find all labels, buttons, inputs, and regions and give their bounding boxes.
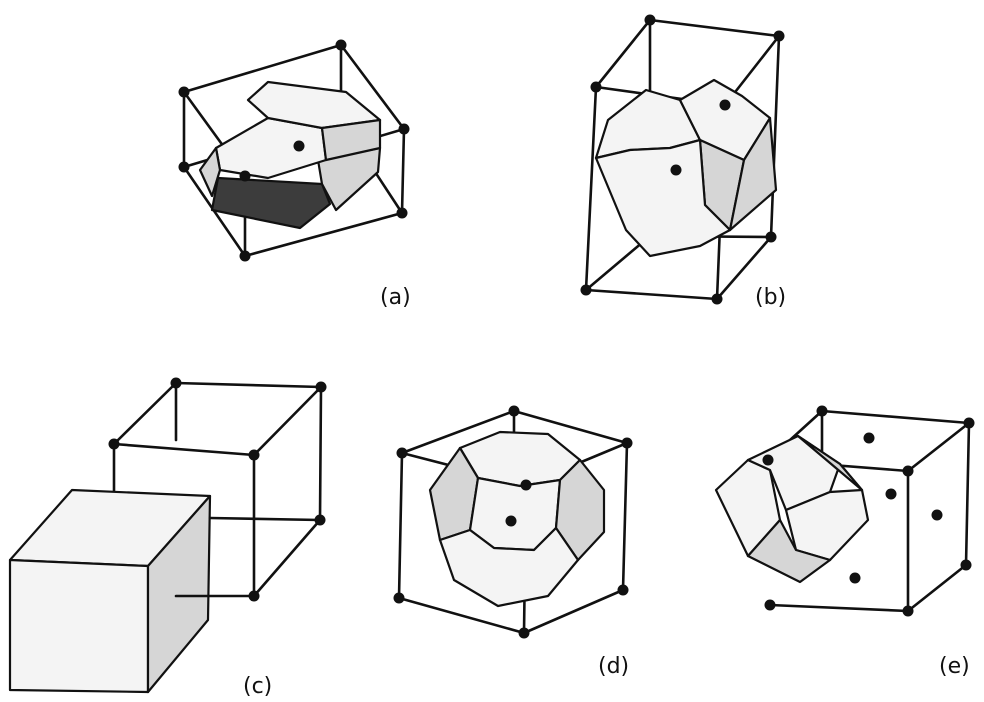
face-center-point	[849, 572, 861, 584]
lattice-point	[644, 14, 656, 26]
lattice-point	[178, 86, 190, 98]
panel-d	[393, 405, 633, 639]
lattice-point	[902, 605, 914, 617]
panel-label-b: (b)	[755, 285, 787, 310]
lattice-point	[762, 454, 774, 466]
lattice-point	[505, 515, 517, 527]
lattice-point	[719, 99, 731, 111]
panel-label-e: (e)	[939, 654, 970, 679]
lattice-point	[580, 284, 592, 296]
lattice-point	[248, 449, 260, 461]
panel-c-cube	[8, 488, 212, 694]
panel-d-atoms	[393, 405, 633, 639]
lattice-point	[393, 592, 405, 604]
panel-e-polyhedron	[714, 434, 870, 584]
lattice-point	[108, 438, 120, 450]
lattice-point	[816, 405, 828, 417]
lattice-point	[773, 30, 785, 42]
lattice-point	[902, 465, 914, 477]
lattice-point	[508, 405, 520, 417]
lattice-point	[398, 123, 410, 135]
lattice-point	[396, 207, 408, 219]
panel-label-c: (c)	[243, 674, 273, 699]
lattice-point	[315, 381, 327, 393]
panel-e-atoms	[762, 405, 975, 617]
lattice-point	[314, 514, 326, 526]
lattice-point	[248, 590, 260, 602]
lattice-point	[293, 140, 305, 152]
lattice-point	[239, 250, 251, 262]
lattice-point	[170, 377, 182, 389]
lattice-point	[960, 559, 972, 571]
lattice-point	[178, 161, 190, 173]
lattice-point	[765, 231, 777, 243]
lattice-point	[617, 584, 629, 596]
panel-b	[580, 14, 785, 305]
panel-b-polyhedron	[594, 78, 778, 258]
face-center-point	[863, 432, 875, 444]
lattice-point	[518, 627, 530, 639]
lattice-point	[239, 170, 251, 182]
panel-c	[8, 377, 327, 694]
lattice-point	[335, 39, 347, 51]
panel-b-atoms	[580, 14, 785, 305]
lattice-point	[711, 293, 723, 305]
panel-label-d: (d)	[598, 654, 630, 679]
face-center-point	[885, 488, 897, 500]
lattice-point	[621, 437, 633, 449]
lattice-point	[963, 417, 975, 429]
panel-c-atoms	[108, 377, 327, 602]
lattice-point	[520, 479, 532, 491]
panel-c-lattice-front	[174, 516, 322, 598]
panel-a	[178, 39, 410, 262]
panel-label-a: (a)	[380, 285, 411, 310]
panel-d-polyhedron	[428, 430, 606, 608]
panel-e	[714, 405, 975, 617]
face-center-point	[931, 509, 943, 521]
lattice-point	[670, 164, 682, 176]
panel-a-polyhedron	[198, 80, 382, 230]
lattice-point	[396, 447, 408, 459]
panel-a-atoms	[178, 39, 410, 262]
lattice-point	[590, 81, 602, 93]
lattice-point	[764, 599, 776, 611]
